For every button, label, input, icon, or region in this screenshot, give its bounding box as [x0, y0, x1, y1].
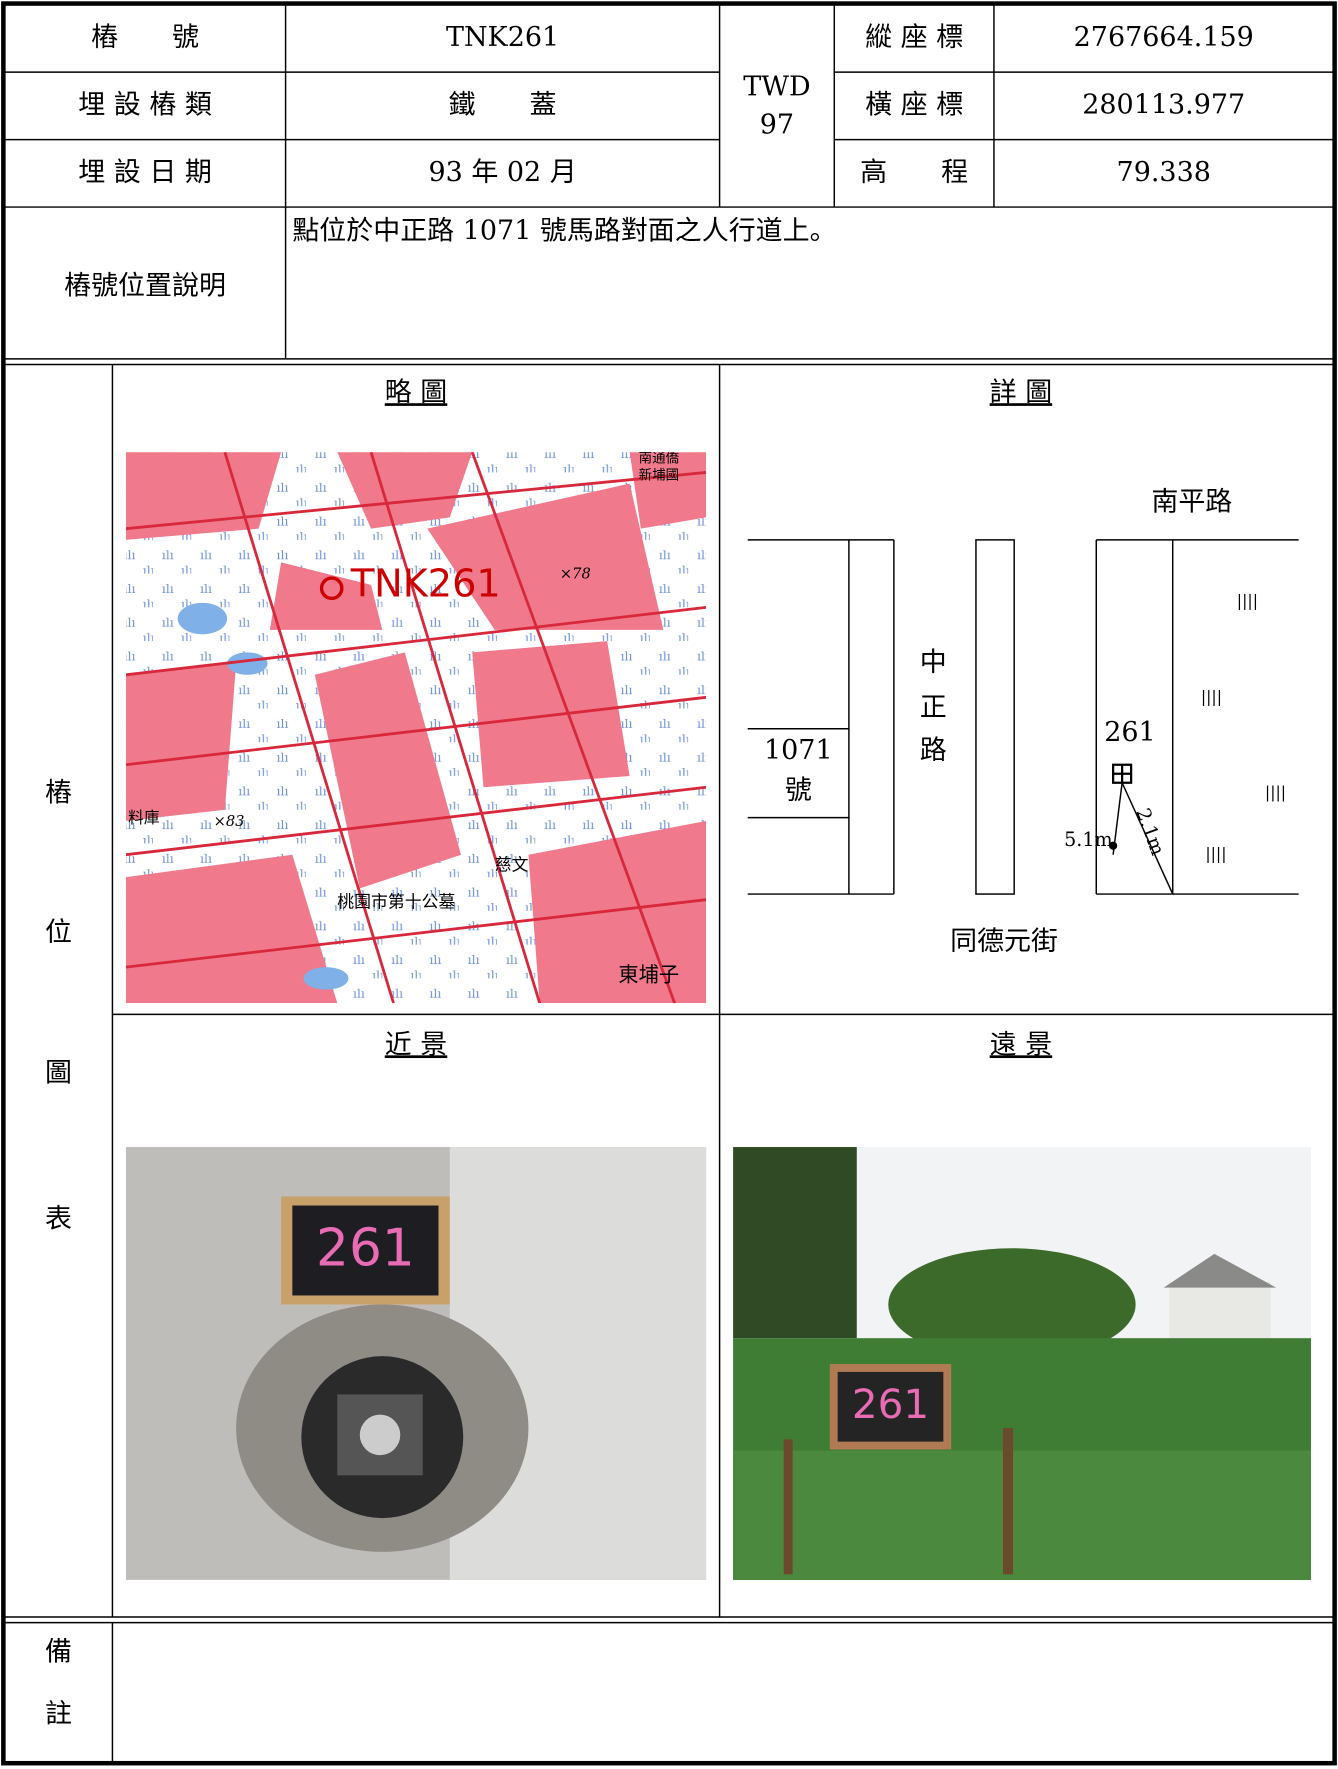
far-photo: 261	[733, 1147, 1312, 1580]
shape	[1002, 1428, 1014, 1575]
shape	[528, 820, 707, 1004]
shape: ||||	[1237, 591, 1258, 610]
distance: 2.1m	[1131, 805, 1169, 858]
label: 縱 座 標	[865, 22, 963, 53]
label: 高 程	[860, 157, 968, 188]
near-photo: 261	[125, 1147, 707, 1580]
point-label: 261	[1104, 717, 1155, 748]
road-label: 正	[920, 692, 947, 723]
value: 鐵 蓋	[449, 89, 557, 120]
map-label: 新埔國	[639, 467, 679, 483]
label: 樁號位置說明	[64, 270, 226, 301]
remark-char: 備	[45, 1637, 72, 1668]
road-label: 中	[920, 647, 947, 678]
datum: 97	[760, 110, 794, 141]
shape	[888, 1248, 1136, 1361]
shape	[125, 663, 237, 821]
panel-title: 近 景	[385, 1029, 448, 1060]
road-label: 路	[920, 735, 947, 766]
road-label: 同德元街	[950, 926, 1058, 957]
shape	[733, 1147, 857, 1339]
shape	[319, 576, 344, 601]
label: 埋 設 樁 類	[78, 89, 212, 120]
shape: ||||	[1265, 782, 1286, 801]
detail-sketch	[747, 539, 1299, 895]
value: TNK261	[446, 22, 559, 53]
map-label: 東埔子	[618, 963, 679, 987]
shape	[629, 452, 707, 529]
shape	[733, 1450, 1312, 1580]
shape	[125, 471, 707, 531]
shape	[837, 1371, 944, 1442]
map-label: 料庫	[128, 808, 160, 827]
shape	[337, 452, 473, 529]
value: 79.338	[1117, 157, 1211, 188]
shape	[303, 967, 349, 990]
value: 93 年 02 月	[428, 157, 576, 188]
shape	[292, 1205, 439, 1296]
distance: 5.1m	[1064, 828, 1113, 851]
shape	[125, 898, 707, 969]
shape	[975, 539, 1015, 895]
map-label: TNK261	[350, 562, 501, 606]
map-label: 南通僑	[639, 450, 680, 466]
section-char: 樁	[45, 777, 72, 808]
shape	[125, 452, 707, 1004]
map-label: ×83	[214, 813, 245, 830]
shape	[125, 854, 338, 1004]
road-label: 南平路	[1151, 486, 1232, 517]
remark-char: 註	[45, 1698, 72, 1729]
table-lines	[4, 4, 1334, 1764]
section-char: 表	[45, 1204, 72, 1235]
shape: ||||	[1205, 844, 1226, 863]
topo-map: TNK261 ×78 ×83 慈文 桃園市第十公墓 東埔子 料庫 南通僑 新埔國	[125, 450, 707, 1004]
shape	[1109, 841, 1118, 850]
house-label: 號	[785, 775, 812, 806]
shape	[177, 602, 228, 635]
shape	[1169, 1281, 1271, 1344]
map-label: ×78	[560, 566, 591, 583]
shape	[1163, 1253, 1277, 1288]
shape	[125, 695, 707, 767]
panel-title: 略 圖	[385, 377, 448, 408]
value: 280113.977	[1082, 89, 1245, 120]
shape	[427, 483, 664, 630]
shape	[359, 1414, 401, 1456]
section-char: 位	[45, 917, 72, 948]
shape	[125, 785, 707, 857]
shape	[223, 452, 395, 1004]
panel-title: 詳 圖	[990, 377, 1053, 408]
description: 點位於中正路 1071 號馬路對面之人行道上。	[292, 215, 836, 246]
map-label: 慈文	[495, 854, 529, 874]
shape	[227, 652, 268, 675]
panel-title: 遠 景	[990, 1029, 1053, 1060]
map-label: 桃園市第十公墓	[337, 892, 455, 912]
label: 埋 設 日 期	[78, 157, 212, 188]
shape	[125, 452, 707, 1004]
label: 橫 座 標	[865, 89, 963, 120]
shape: ||||	[1201, 687, 1222, 706]
board-text: 261	[316, 1219, 415, 1279]
house-label: 1071	[764, 735, 833, 766]
label: 樁 號	[91, 22, 199, 53]
section-char: 圖	[45, 1057, 72, 1088]
value: 2767664.159	[1074, 22, 1254, 53]
shape	[125, 605, 707, 677]
shape	[783, 1439, 793, 1575]
shape	[470, 452, 676, 1004]
datum: TWD	[743, 71, 810, 102]
hatch: |||| |||| |||| ||||	[1201, 591, 1286, 863]
board-text: 261	[852, 1380, 929, 1428]
shape	[1121, 782, 1174, 895]
